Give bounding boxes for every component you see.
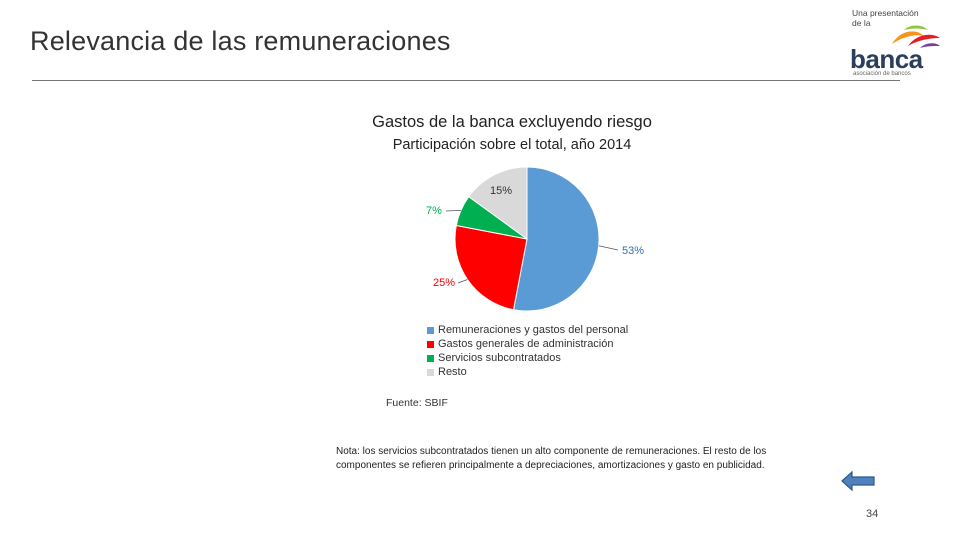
title-divider [32,80,900,81]
page-number: 34 [866,508,879,520]
data-label: 7% [426,205,442,217]
banca-logo: Una presentación de la banca asociación … [846,6,946,80]
legend-item: Resto [427,365,628,379]
legend-swatch [427,368,434,376]
legend-item: Gastos generales de administración [427,337,628,351]
data-label: 15% [490,185,512,197]
legend-label: Remuneraciones y gastos del personal [438,324,629,336]
leader-line [598,245,619,251]
logo-subtitle: asociación de bancos [853,71,911,77]
slide-title: Relevancia de las remuneraciones [30,26,451,56]
source-text: Fuente: SBIF [386,397,448,409]
data-label: 53% [622,245,644,257]
legend-item: Remuneraciones y gastos del personal [427,323,628,337]
logo-tagline: Una presentación de la [852,8,919,28]
legend-swatch [427,354,434,362]
legend-item: Servicios subcontratados [427,351,628,365]
leader-line [457,279,468,284]
logo-swoosh-icon [892,25,940,48]
note-text: Nota: los servicios subcontratados tiene… [336,446,767,471]
legend-swatch [427,340,434,348]
pie-slice [454,224,528,311]
leader-line [445,210,461,212]
chart-subtitle: Participación sobre el total, año 2014 [392,137,632,153]
legend-label: Resto [438,366,467,378]
arrow-left-icon[interactable] [840,470,876,492]
legend-swatch [427,326,434,334]
chart-title: Gastos de la banca excluyendo riesgo [372,113,652,131]
legend-label: Servicios subcontratados [438,352,561,364]
logo-wordmark: banca [850,44,923,74]
legend-label: Gastos generales de administración [438,338,614,350]
data-label: 25% [433,277,455,289]
chart-legend: Remuneraciones y gastos del personal Gas… [427,323,628,379]
pie-slice [468,166,528,240]
pie-slice [512,166,600,312]
